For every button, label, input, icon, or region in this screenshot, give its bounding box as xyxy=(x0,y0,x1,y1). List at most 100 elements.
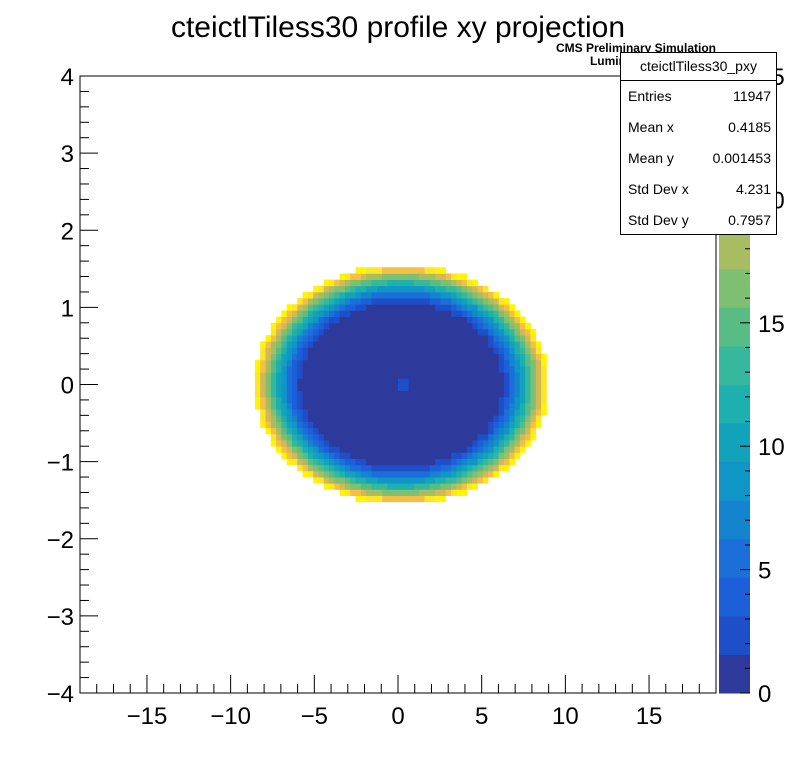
heatmap-cell xyxy=(440,495,447,503)
heatmap-cell xyxy=(281,440,288,447)
heatmap-cell xyxy=(472,440,478,447)
heatmap-cell xyxy=(461,464,468,472)
heatmap-cell xyxy=(350,458,356,466)
heatmap-cell xyxy=(387,359,394,367)
heatmap-cell xyxy=(451,396,457,404)
heatmap-cell xyxy=(514,341,521,348)
heatmap-cell xyxy=(429,446,436,453)
heatmap-cell xyxy=(318,433,325,441)
heatmap-cell xyxy=(339,341,346,348)
heatmap-cell xyxy=(307,365,314,373)
heatmap-cell xyxy=(398,452,404,459)
heatmap-cell xyxy=(323,452,330,459)
heatmap-cell xyxy=(398,489,404,496)
heatmap-cell xyxy=(435,495,441,503)
heatmap-cell xyxy=(329,341,335,348)
heatmap-cell xyxy=(514,328,521,336)
heatmap-cell xyxy=(382,365,388,373)
heatmap-cell xyxy=(371,359,378,367)
heatmap-cell xyxy=(392,322,399,330)
heatmap-cell xyxy=(360,372,367,379)
heatmap-cell xyxy=(339,415,346,422)
heatmap-cell xyxy=(535,365,542,373)
heatmap-cell xyxy=(435,341,441,348)
heatmap-cell xyxy=(429,310,436,318)
heatmap-cell xyxy=(440,458,447,466)
heatmap-cell xyxy=(514,452,521,459)
heatmap-cell xyxy=(403,495,409,503)
heatmap-cell xyxy=(260,415,266,422)
heatmap-cell xyxy=(334,316,341,324)
heatmap-cell xyxy=(509,304,515,311)
heatmap-cell xyxy=(302,458,309,466)
heatmap-cell xyxy=(477,322,484,330)
heatmap-cell xyxy=(392,464,399,472)
heatmap-cell xyxy=(456,384,462,392)
heatmap-cell xyxy=(276,322,282,330)
heatmap-cell xyxy=(318,328,325,336)
heatmap-cell xyxy=(334,322,341,330)
heatmap-cell xyxy=(530,328,537,336)
heatmap-cell xyxy=(403,446,409,453)
heatmap-cell xyxy=(355,285,362,293)
heatmap-cell xyxy=(424,458,431,466)
heatmap-cell xyxy=(297,403,303,410)
heatmap-cell xyxy=(530,421,537,429)
heatmap-cell xyxy=(355,483,362,490)
heatmap-cell xyxy=(281,341,288,348)
heatmap-cell xyxy=(382,372,388,379)
heatmap-cell xyxy=(281,409,288,416)
heatmap-cell xyxy=(366,464,372,472)
heatmap-cell xyxy=(371,279,378,287)
heatmap-cell xyxy=(276,365,282,373)
heatmap-cell xyxy=(461,341,468,348)
heatmap-cell xyxy=(323,304,330,311)
heatmap-cell xyxy=(435,415,441,422)
heatmap-cell xyxy=(297,365,303,373)
heatmap-cell xyxy=(286,365,293,373)
heatmap-cell xyxy=(350,335,356,342)
heatmap-cell xyxy=(525,359,531,367)
heatmap-cell xyxy=(313,316,319,324)
heatmap-cell xyxy=(435,353,441,361)
heatmap-cell xyxy=(419,421,425,429)
heatmap-cell xyxy=(519,347,526,355)
x-tick-label: −10 xyxy=(210,703,251,730)
heatmap-cell xyxy=(392,378,399,385)
heatmap-cell xyxy=(355,273,362,281)
heatmap-cell xyxy=(334,353,341,361)
heatmap-cell xyxy=(419,464,425,472)
heatmap-cell xyxy=(419,353,425,361)
heatmap-cell xyxy=(318,384,325,392)
heatmap-cell xyxy=(318,427,325,435)
heatmap-cell xyxy=(461,273,468,281)
heatmap-cell xyxy=(270,427,277,435)
heatmap-cell xyxy=(461,365,468,373)
heatmap-cell xyxy=(445,347,452,355)
heatmap-cell xyxy=(525,433,531,441)
heatmap-cell xyxy=(345,359,351,367)
heatmap-cell xyxy=(440,390,447,398)
heatmap-cell xyxy=(302,365,309,373)
heatmap-cell xyxy=(477,415,484,422)
heatmap-cell xyxy=(376,316,383,324)
heatmap-cell xyxy=(440,378,447,385)
heatmap-cell xyxy=(371,328,378,336)
heatmap-cell xyxy=(297,427,303,435)
heatmap-cell xyxy=(297,341,303,348)
heatmap-cell xyxy=(318,322,325,330)
heatmap-cell xyxy=(318,421,325,429)
heatmap-cell xyxy=(376,384,383,392)
heatmap-cell xyxy=(350,285,356,293)
heatmap-cell xyxy=(504,347,510,355)
heatmap-cell xyxy=(292,347,298,355)
heatmap-cell xyxy=(493,452,500,459)
heatmap-cell xyxy=(350,390,356,398)
heatmap-cell xyxy=(482,440,489,447)
heatmap-cell xyxy=(413,477,420,484)
heatmap-cell xyxy=(360,353,367,361)
heatmap-cell xyxy=(339,298,346,305)
heatmap-cell xyxy=(408,495,415,503)
heatmap-cell xyxy=(461,298,468,305)
heatmap-cell xyxy=(382,415,388,422)
